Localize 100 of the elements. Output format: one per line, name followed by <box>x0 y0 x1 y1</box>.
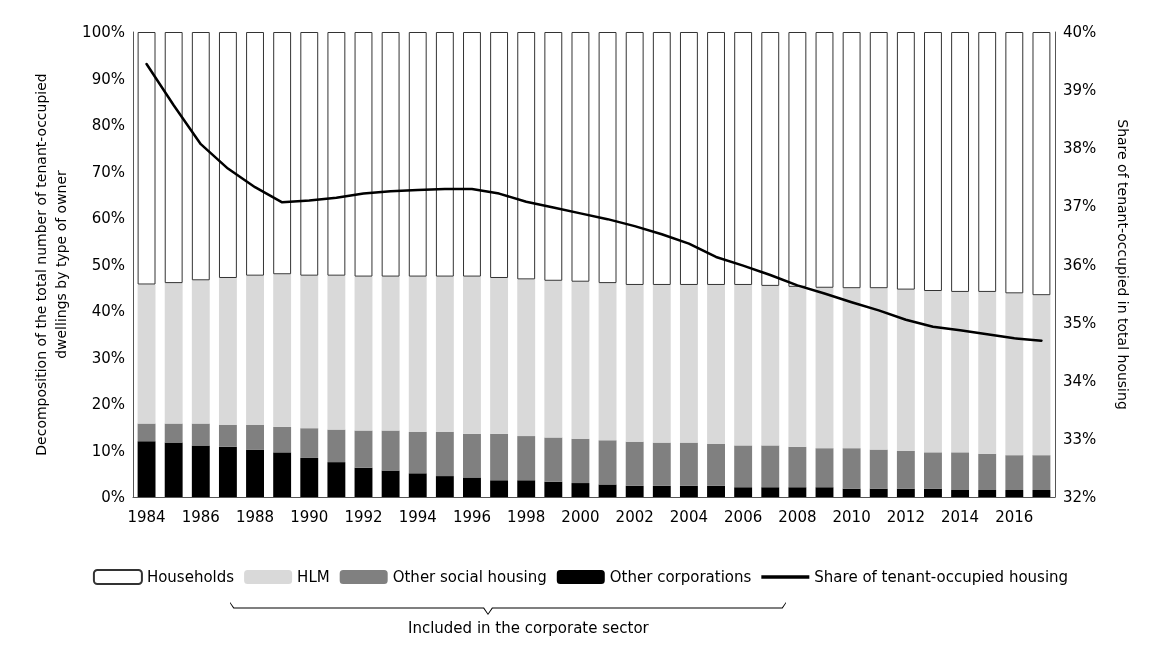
bar <box>1005 32 1024 294</box>
y2-tick-label: 33% <box>1063 429 1097 448</box>
bar <box>734 32 753 285</box>
bar <box>679 442 698 486</box>
bar <box>734 445 753 488</box>
bar <box>164 32 183 284</box>
bar <box>571 32 590 282</box>
bar <box>815 32 834 288</box>
bar <box>951 452 970 491</box>
bar <box>951 32 970 292</box>
bar <box>842 32 861 289</box>
bar <box>571 483 590 497</box>
bar <box>896 450 915 489</box>
bar <box>761 32 780 286</box>
bar <box>951 490 970 497</box>
x-tick-label: 1998 <box>507 507 546 526</box>
y2-tick-label: 36% <box>1063 255 1097 274</box>
bar <box>815 287 834 449</box>
bar <box>517 436 536 481</box>
bar <box>137 441 156 497</box>
bar <box>435 431 454 477</box>
bar <box>788 32 807 287</box>
bar <box>788 446 807 488</box>
bar <box>842 288 861 449</box>
bar <box>354 32 373 277</box>
bar <box>869 32 888 289</box>
bar <box>924 32 942 292</box>
bar <box>408 473 427 497</box>
bar <box>246 275 264 425</box>
y2-tick-label: 38% <box>1063 139 1097 158</box>
bar <box>463 433 481 478</box>
bar <box>625 485 644 497</box>
bar <box>707 485 725 497</box>
x-tick-label: 1986 <box>181 507 220 526</box>
bar <box>788 487 807 497</box>
text: Included in the corporate sector <box>408 618 650 637</box>
y2-tick-label: 34% <box>1063 371 1097 390</box>
bar <box>869 288 888 450</box>
bar <box>517 32 536 280</box>
bar <box>978 291 997 454</box>
bar <box>327 462 346 497</box>
bar <box>354 276 373 431</box>
bar <box>408 431 427 474</box>
bar <box>842 448 861 489</box>
bar <box>544 481 563 497</box>
bar <box>137 32 156 285</box>
bar <box>1005 455 1024 491</box>
bar <box>490 433 509 481</box>
bar <box>381 32 400 277</box>
bar <box>679 485 698 497</box>
bar <box>300 428 319 458</box>
bar <box>869 449 888 489</box>
bar <box>273 452 292 497</box>
bar <box>381 470 400 497</box>
bar <box>734 487 753 497</box>
legend-label: Other corporations <box>609 568 752 586</box>
x-tick-label: 2008 <box>778 507 817 526</box>
bar <box>598 484 617 497</box>
bar <box>571 281 590 439</box>
bar <box>273 274 292 427</box>
bar <box>679 284 698 443</box>
bar <box>164 442 183 497</box>
bar <box>218 424 237 447</box>
bar <box>652 284 671 443</box>
bar <box>218 446 237 497</box>
bar <box>924 488 942 497</box>
y-tick-label: 60% <box>91 209 125 227</box>
bar <box>788 286 807 447</box>
bar <box>815 487 834 497</box>
bar <box>544 280 563 438</box>
bar <box>191 445 210 497</box>
bar <box>924 452 942 489</box>
bar <box>761 487 780 497</box>
x-tick-label: 2016 <box>995 507 1034 526</box>
bar <box>408 276 427 432</box>
bar <box>869 488 888 497</box>
bar <box>354 467 373 497</box>
x-tick-label: 2010 <box>832 507 871 526</box>
bar <box>951 291 970 453</box>
bar <box>435 476 454 497</box>
bar <box>1032 32 1051 296</box>
y-tick-label: 50% <box>91 255 125 274</box>
bar <box>924 291 942 453</box>
bar <box>625 32 644 285</box>
bar <box>327 429 346 463</box>
y-tick-label: 20% <box>91 395 125 413</box>
y-tick-label: 100% <box>82 23 125 41</box>
x-tick-label: 2006 <box>724 507 763 526</box>
x-tick-label: 1984 <box>127 507 166 526</box>
y-tick-label: 90% <box>91 69 125 88</box>
bar <box>652 32 671 285</box>
y2-tick-label: 39% <box>1063 81 1097 100</box>
bar <box>218 277 237 425</box>
bar <box>1032 295 1051 456</box>
bar <box>463 477 481 497</box>
bar <box>625 284 644 442</box>
bar <box>815 448 834 488</box>
bar <box>300 275 319 429</box>
bar <box>300 32 319 276</box>
bar <box>707 32 725 285</box>
